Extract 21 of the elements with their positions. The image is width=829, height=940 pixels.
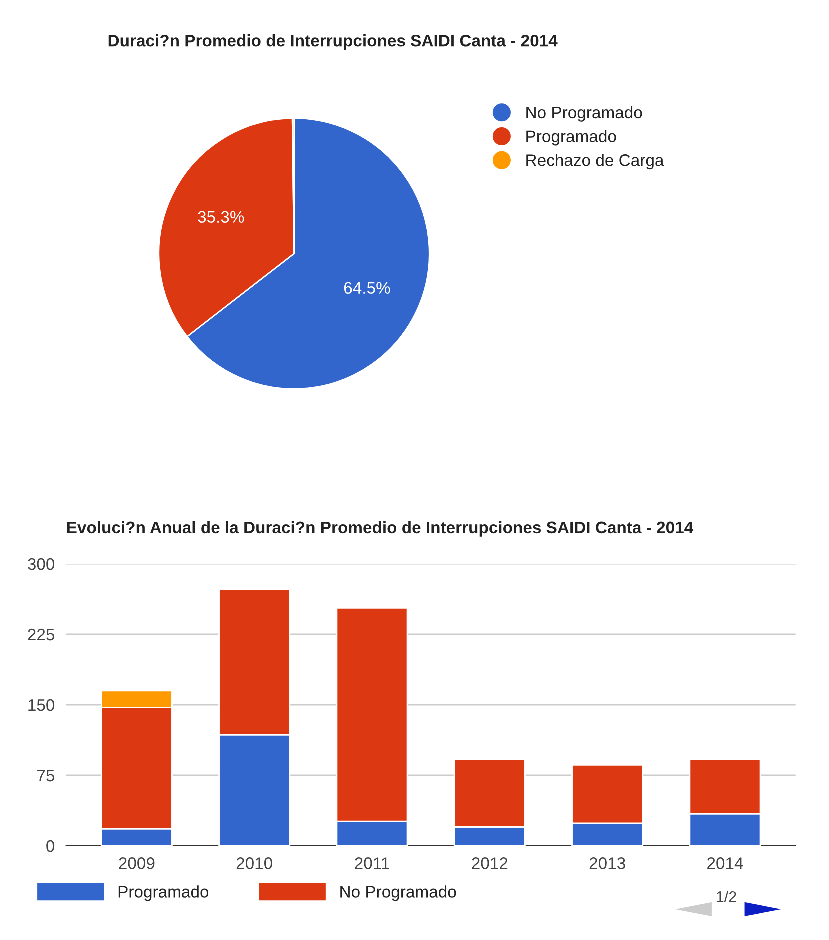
x-tick-label: 2011 bbox=[355, 858, 390, 870]
y-tick-label: 225 bbox=[28, 628, 55, 641]
data-label: 35.3% bbox=[198, 211, 244, 224]
chart-title: Evoluci?n Anual de la Duraci?n Promedio de Interrupciones SAIDI Canta - 2014 bbox=[67, 521, 694, 537]
x-tick-label: 2012 bbox=[472, 858, 508, 870]
text: 1/2 bbox=[717, 891, 736, 902]
y-tick-label: 75 bbox=[38, 770, 55, 782]
y-tick-label: 300 bbox=[28, 558, 55, 570]
x-tick-label: 2014 bbox=[708, 858, 744, 870]
data-label: 64.5% bbox=[344, 282, 390, 294]
x-tick-label: 2013 bbox=[590, 858, 626, 870]
x-tick-label: 2009 bbox=[119, 858, 155, 870]
legend-label: Programado bbox=[526, 130, 616, 146]
y-tick-label: 150 bbox=[28, 699, 55, 712]
x-tick-label: 2010 bbox=[236, 858, 272, 870]
legend-label: No Programado bbox=[526, 106, 642, 122]
legend-label: Programado bbox=[118, 886, 209, 902]
y-tick-label: 0 bbox=[46, 840, 55, 852]
legend-label: Rechazo de Carga bbox=[526, 154, 664, 170]
chart-title: Duraci?n Promedio de Interrupciones SAIDI Canta - 2014 bbox=[108, 34, 558, 50]
legend-label: No Programado bbox=[340, 886, 456, 902]
